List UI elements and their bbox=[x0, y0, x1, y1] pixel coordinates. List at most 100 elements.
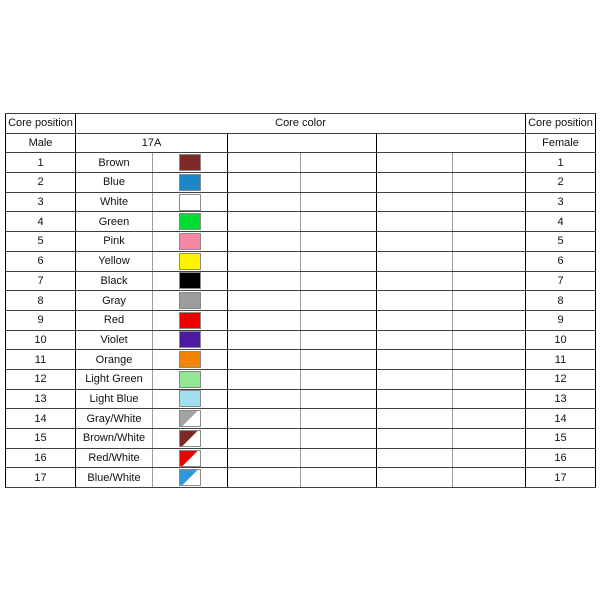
empty-cell bbox=[376, 447, 453, 469]
color-swatch bbox=[179, 213, 201, 231]
empty-cell bbox=[376, 428, 453, 449]
table-row: 7 Black 7 bbox=[5, 270, 596, 292]
table-row: 3 White 3 bbox=[5, 191, 596, 213]
color-swatch bbox=[179, 311, 201, 329]
female-position: 2 bbox=[525, 172, 596, 193]
male-position: 16 bbox=[5, 447, 76, 469]
male-position: 13 bbox=[5, 388, 76, 410]
swatch-cell bbox=[152, 408, 228, 429]
empty-cell bbox=[452, 270, 526, 292]
header-row-2: Male 17A Female bbox=[5, 132, 596, 154]
female-position: 13 bbox=[525, 388, 596, 410]
empty-cell bbox=[300, 231, 377, 252]
color-swatch bbox=[179, 232, 201, 250]
color-name: Red bbox=[75, 309, 153, 331]
header-group2-label bbox=[227, 132, 377, 154]
color-name: Brown/White bbox=[75, 428, 153, 449]
empty-cell bbox=[452, 349, 526, 370]
empty-cell bbox=[227, 250, 301, 272]
table-row: 4 Green 4 bbox=[5, 211, 596, 233]
male-position: 1 bbox=[5, 152, 76, 174]
color-name: Brown bbox=[75, 152, 153, 174]
swatch-cell bbox=[152, 211, 228, 233]
empty-cell bbox=[300, 388, 377, 410]
empty-cell bbox=[376, 270, 453, 292]
female-position: 8 bbox=[525, 290, 596, 311]
color-name: White bbox=[75, 191, 153, 213]
color-swatch bbox=[179, 410, 201, 428]
color-name: Gray/White bbox=[75, 408, 153, 429]
empty-cell bbox=[452, 172, 526, 193]
empty-cell bbox=[452, 368, 526, 390]
swatch-cell bbox=[152, 231, 228, 252]
table-row: 2 Blue 2 bbox=[5, 172, 596, 193]
swatch-cell bbox=[152, 172, 228, 193]
color-swatch bbox=[179, 292, 201, 310]
table-row: 8 Gray 8 bbox=[5, 290, 596, 311]
empty-cell bbox=[376, 231, 453, 252]
core-color-table-body: Core position Core color Core position M… bbox=[5, 113, 596, 489]
male-position: 10 bbox=[5, 329, 76, 351]
empty-cell bbox=[300, 447, 377, 469]
empty-cell bbox=[300, 309, 377, 331]
empty-cell bbox=[227, 211, 301, 233]
swatch-cell bbox=[152, 428, 228, 449]
empty-cell bbox=[300, 329, 377, 351]
female-position: 14 bbox=[525, 408, 596, 429]
empty-cell bbox=[376, 172, 453, 193]
empty-cell bbox=[227, 388, 301, 410]
empty-cell bbox=[376, 152, 453, 174]
empty-cell bbox=[376, 388, 453, 410]
color-name: Light Blue bbox=[75, 388, 153, 410]
swatch-cell bbox=[152, 152, 228, 174]
table-row: 9 Red 9 bbox=[5, 309, 596, 331]
empty-cell bbox=[300, 368, 377, 390]
color-name: Gray bbox=[75, 290, 153, 311]
color-swatch bbox=[179, 469, 201, 487]
male-position: 11 bbox=[5, 349, 76, 370]
empty-cell bbox=[300, 191, 377, 213]
empty-cell bbox=[452, 388, 526, 410]
empty-cell bbox=[452, 290, 526, 311]
empty-cell bbox=[376, 408, 453, 429]
color-swatch bbox=[179, 370, 201, 388]
male-position: 4 bbox=[5, 211, 76, 233]
table-row: 15 Brown/White 15 bbox=[5, 428, 596, 449]
color-name: Red/White bbox=[75, 447, 153, 469]
female-position: 4 bbox=[525, 211, 596, 233]
table-row: 5 Pink 5 bbox=[5, 231, 596, 252]
empty-cell bbox=[452, 428, 526, 449]
table-row: 1 Brown 1 bbox=[5, 152, 596, 174]
header-core-position-right: Core position bbox=[525, 113, 596, 134]
female-position: 12 bbox=[525, 368, 596, 390]
color-swatch bbox=[179, 252, 201, 270]
swatch-cell bbox=[152, 447, 228, 469]
empty-cell bbox=[376, 329, 453, 351]
color-name: Black bbox=[75, 270, 153, 292]
male-position: 8 bbox=[5, 290, 76, 311]
empty-cell bbox=[452, 309, 526, 331]
swatch-cell bbox=[152, 388, 228, 410]
empty-cell bbox=[227, 270, 301, 292]
empty-cell bbox=[227, 290, 301, 311]
female-position: 9 bbox=[525, 309, 596, 331]
core-color-table: Core position Core color Core position M… bbox=[5, 113, 596, 489]
header-female: Female bbox=[525, 132, 596, 154]
empty-cell bbox=[300, 211, 377, 233]
color-swatch bbox=[179, 351, 201, 369]
swatch-cell bbox=[152, 290, 228, 311]
male-position: 17 bbox=[5, 467, 76, 489]
empty-cell bbox=[227, 191, 301, 213]
table-row: 12 Light Green 12 bbox=[5, 368, 596, 390]
female-position: 5 bbox=[525, 231, 596, 252]
table-row: 6 Yellow 6 bbox=[5, 250, 596, 272]
swatch-cell bbox=[152, 270, 228, 292]
empty-cell bbox=[300, 467, 377, 489]
swatch-cell bbox=[152, 329, 228, 351]
male-position: 14 bbox=[5, 408, 76, 429]
empty-cell bbox=[227, 467, 301, 489]
color-name: Yellow bbox=[75, 250, 153, 272]
female-position: 7 bbox=[525, 270, 596, 292]
male-position: 12 bbox=[5, 368, 76, 390]
female-position: 11 bbox=[525, 349, 596, 370]
